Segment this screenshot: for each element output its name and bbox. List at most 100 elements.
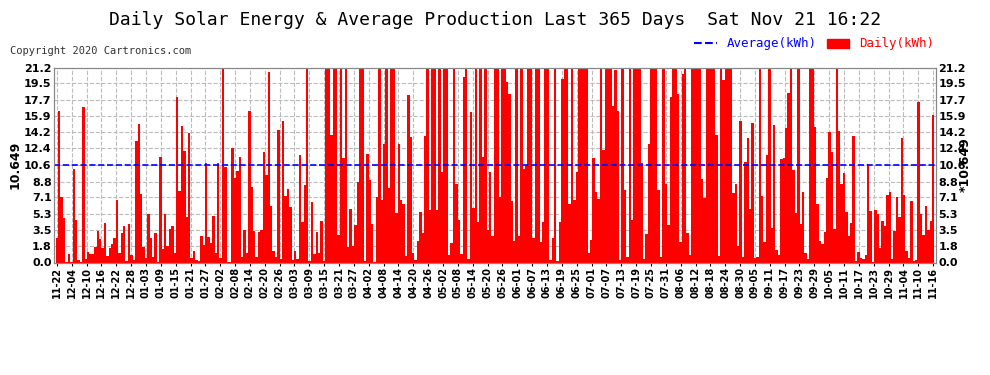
Bar bbox=[742, 256, 744, 262]
Bar bbox=[549, 260, 551, 262]
Bar bbox=[652, 68, 655, 262]
Bar bbox=[398, 144, 400, 262]
Bar bbox=[349, 209, 351, 262]
Bar bbox=[354, 225, 356, 262]
Bar bbox=[340, 68, 343, 262]
Bar bbox=[544, 68, 546, 262]
Bar bbox=[260, 230, 262, 262]
Text: 10.649: 10.649 bbox=[8, 140, 22, 189]
Bar bbox=[723, 80, 725, 262]
Bar bbox=[879, 248, 881, 262]
Bar bbox=[84, 259, 87, 262]
Bar bbox=[237, 171, 239, 262]
Bar bbox=[460, 254, 462, 262]
Bar bbox=[326, 68, 328, 262]
Bar bbox=[241, 257, 244, 262]
Bar bbox=[660, 258, 662, 262]
Bar bbox=[217, 163, 220, 262]
Bar bbox=[486, 231, 489, 262]
Bar bbox=[785, 128, 787, 262]
Bar bbox=[751, 123, 753, 262]
Bar bbox=[770, 228, 773, 262]
Bar bbox=[821, 244, 824, 262]
Bar bbox=[82, 106, 84, 262]
Bar bbox=[169, 229, 171, 262]
Bar bbox=[178, 191, 181, 262]
Bar bbox=[176, 97, 178, 262]
Bar bbox=[535, 68, 538, 262]
Bar bbox=[198, 261, 200, 262]
Bar bbox=[140, 194, 143, 262]
Bar bbox=[886, 195, 889, 262]
Bar bbox=[850, 223, 852, 262]
Bar bbox=[913, 261, 915, 262]
Bar bbox=[778, 255, 780, 262]
Bar bbox=[644, 259, 645, 262]
Bar bbox=[918, 102, 920, 262]
Bar bbox=[294, 251, 296, 262]
Bar bbox=[898, 217, 901, 262]
Bar bbox=[595, 192, 597, 262]
Bar bbox=[109, 248, 111, 262]
Bar bbox=[681, 74, 684, 262]
Bar bbox=[639, 68, 641, 262]
Bar bbox=[250, 187, 253, 262]
Bar bbox=[455, 184, 457, 262]
Bar bbox=[499, 197, 501, 262]
Bar bbox=[792, 170, 795, 262]
Bar bbox=[275, 257, 277, 262]
Bar bbox=[210, 243, 212, 262]
Bar bbox=[359, 68, 361, 262]
Bar bbox=[116, 200, 118, 262]
Bar bbox=[684, 68, 686, 262]
Bar bbox=[605, 68, 607, 262]
Bar bbox=[301, 222, 304, 262]
Bar bbox=[713, 68, 716, 262]
Bar bbox=[87, 252, 89, 262]
Bar bbox=[855, 261, 857, 262]
Bar bbox=[538, 68, 540, 262]
Bar bbox=[766, 155, 768, 262]
Bar bbox=[265, 176, 267, 262]
Bar bbox=[525, 165, 528, 262]
Bar bbox=[807, 260, 809, 262]
Bar bbox=[641, 163, 644, 262]
Bar bbox=[602, 150, 605, 262]
Bar bbox=[277, 130, 279, 262]
Bar bbox=[195, 260, 198, 262]
Bar bbox=[910, 201, 913, 262]
Bar bbox=[272, 251, 275, 262]
Bar bbox=[686, 233, 689, 262]
Bar bbox=[831, 152, 834, 262]
Bar bbox=[207, 237, 210, 262]
Bar bbox=[744, 162, 746, 262]
Bar bbox=[869, 211, 872, 262]
Bar bbox=[614, 70, 617, 262]
Bar bbox=[407, 95, 410, 262]
Bar bbox=[521, 68, 523, 262]
Bar bbox=[371, 224, 373, 262]
Bar bbox=[530, 68, 533, 262]
Bar bbox=[612, 106, 614, 262]
Bar bbox=[546, 68, 549, 262]
Bar bbox=[893, 231, 896, 262]
Bar bbox=[148, 214, 149, 262]
Bar bbox=[718, 256, 720, 262]
Bar bbox=[239, 157, 241, 262]
Bar bbox=[101, 248, 104, 262]
Bar bbox=[775, 250, 778, 262]
Bar bbox=[787, 93, 790, 262]
Bar bbox=[318, 253, 321, 262]
Bar bbox=[444, 68, 446, 262]
Bar bbox=[419, 212, 422, 262]
Bar bbox=[627, 257, 629, 262]
Bar bbox=[874, 210, 876, 262]
Bar bbox=[749, 210, 751, 262]
Bar bbox=[58, 111, 60, 262]
Bar bbox=[313, 254, 316, 262]
Bar bbox=[383, 144, 385, 262]
Bar bbox=[462, 77, 465, 262]
Bar bbox=[55, 238, 58, 262]
Bar bbox=[212, 216, 215, 262]
Bar bbox=[694, 68, 696, 262]
